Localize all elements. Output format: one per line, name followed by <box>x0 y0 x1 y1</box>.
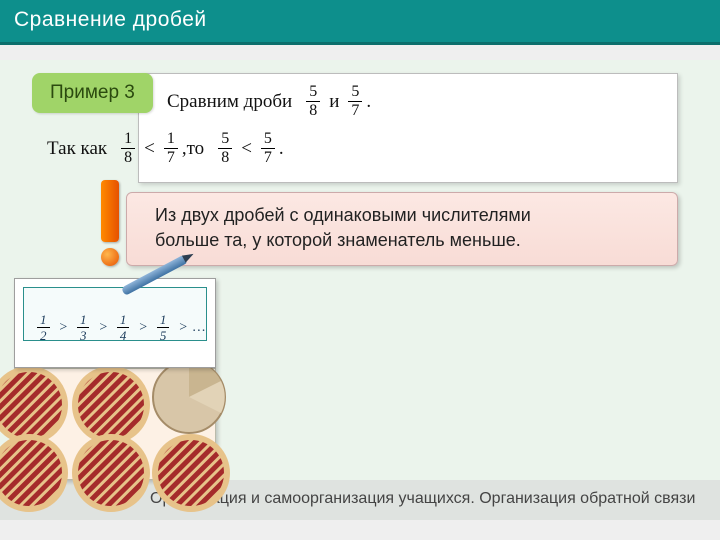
ellipsis: … <box>193 320 205 336</box>
then-text: то <box>187 138 205 160</box>
pie-4 <box>71 433 151 513</box>
exclamation-icon <box>98 180 122 272</box>
header-underline <box>0 42 720 45</box>
lt-2: < <box>241 138 252 160</box>
footer-text: Организация и самоорганизация учащихся. … <box>150 490 695 507</box>
example-badge: Пример 3 <box>32 73 153 113</box>
compare-line1: Сравним дроби 5 8 и 5 7 . <box>167 84 649 119</box>
pie-5 <box>151 433 231 513</box>
since-text: Так как <box>47 138 107 160</box>
note-sequence: 12 > 13 > 14 > 15 > … <box>33 313 205 342</box>
handwriting-note: 12 > 13 > 14 > 15 > … <box>14 278 216 368</box>
frac-5-7: 5 7 <box>348 84 362 119</box>
compare-box: Сравним дроби 5 8 и 5 7 . Так как 1 8 < … <box>138 73 678 183</box>
rule-line1: Из двух дробей с одинаковыми числителями <box>155 203 659 228</box>
period2: . <box>279 138 284 160</box>
frac-1-7: 1 7 <box>164 131 178 166</box>
header-bar: Сравнение дробей <box>0 0 720 42</box>
frac-5-7b: 5 7 <box>261 131 275 166</box>
pie-plain <box>149 357 229 437</box>
example-badge-label: Пример 3 <box>50 82 135 103</box>
period: . <box>366 91 371 113</box>
frac-5-8: 5 8 <box>306 84 320 119</box>
pies-illustration <box>14 368 216 480</box>
compare-intro: Сравним дроби <box>167 91 292 113</box>
frac-5-8b: 5 8 <box>218 131 232 166</box>
page-title: Сравнение дробей <box>14 8 207 31</box>
rule-box: Из двух дробей с одинаковыми числителями… <box>126 192 678 266</box>
lt-1: < <box>144 138 155 160</box>
and-text: и <box>329 91 339 113</box>
compare-line2: Так как 1 8 < 1 7 , то 5 8 < 5 7 . <box>47 131 529 166</box>
rule-line2: больше та, у которой знаменатель меньше. <box>155 228 659 253</box>
pie-3 <box>0 433 69 513</box>
frac-1-8: 1 8 <box>121 131 135 166</box>
